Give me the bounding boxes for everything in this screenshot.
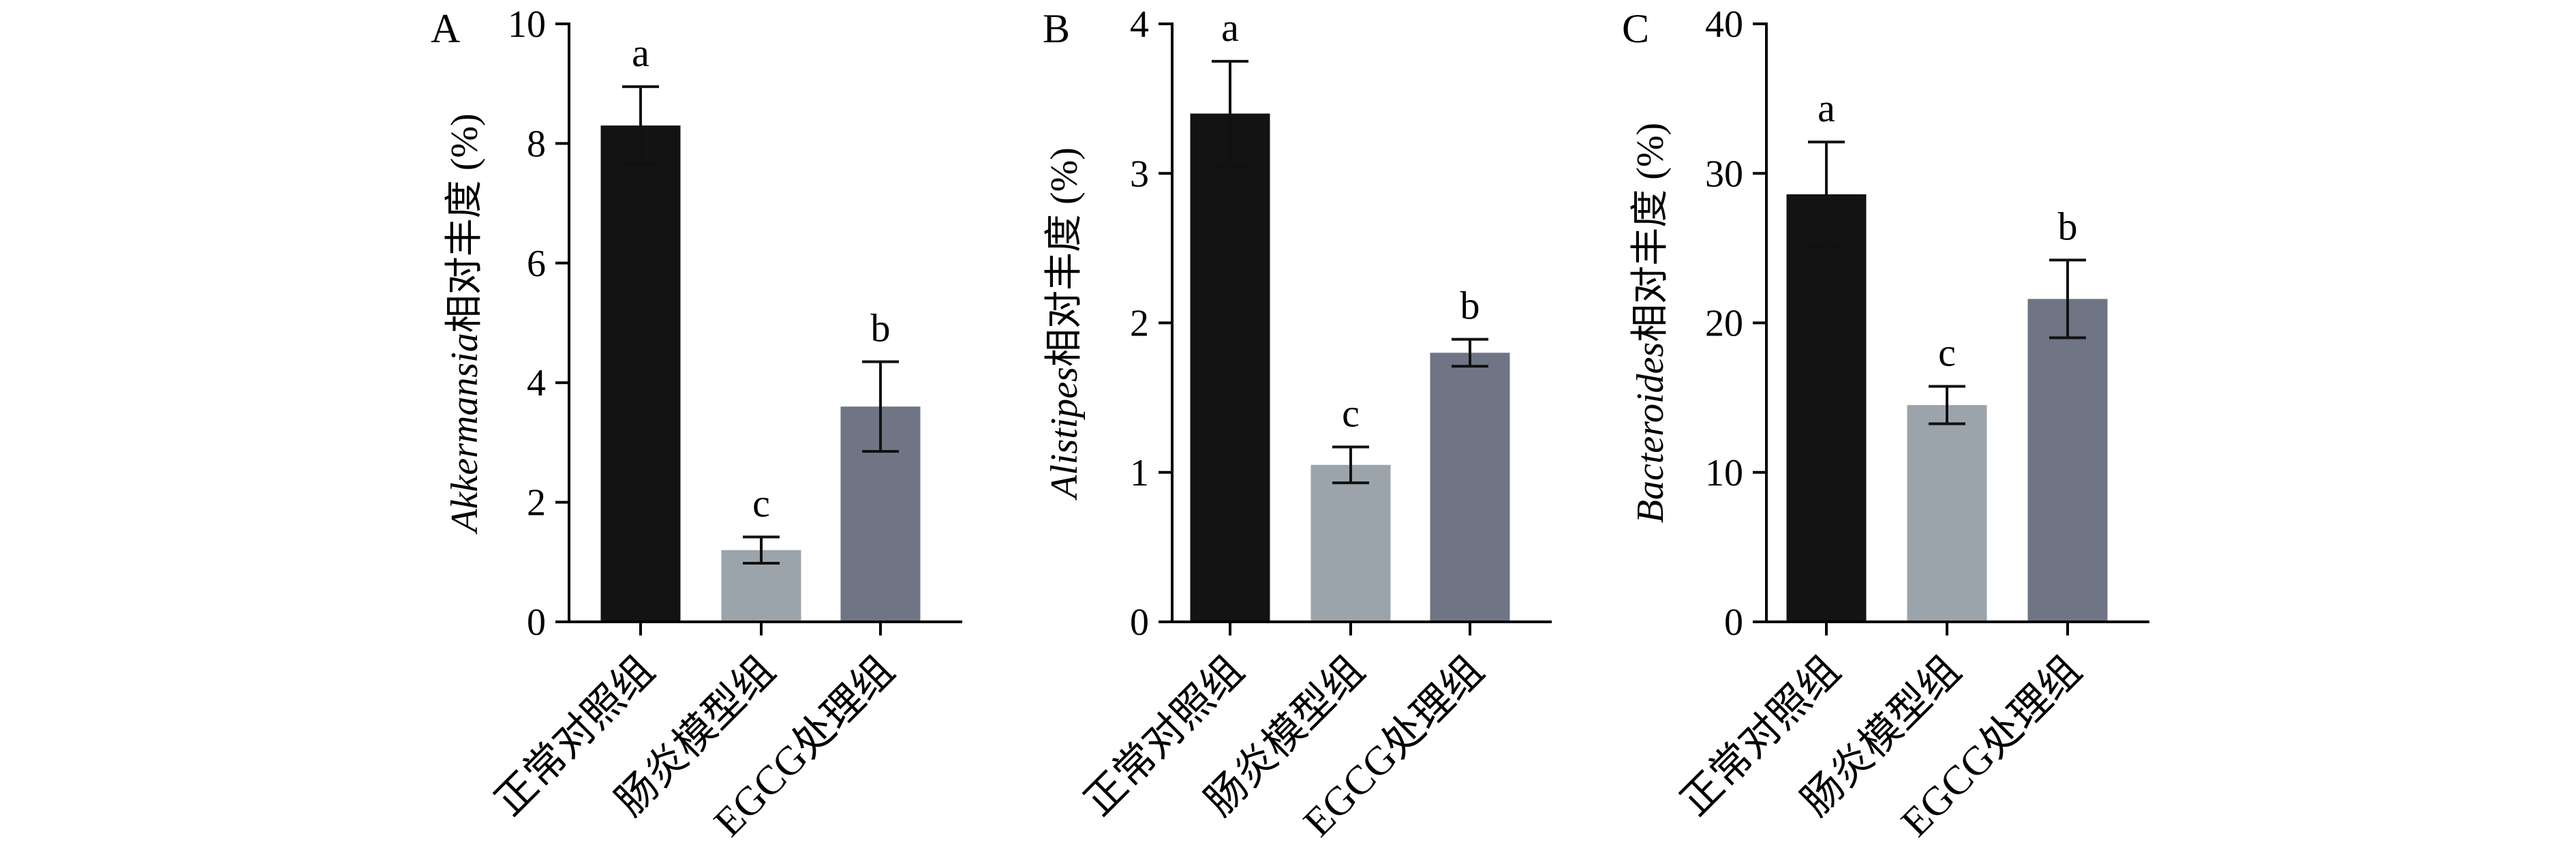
panel-b-y-tick-label: 1	[1130, 452, 1149, 494]
panel-b-y-axis-label-suffix: 相对丰度 (%)	[1043, 147, 1086, 367]
panel-a-significance-3: b	[871, 306, 891, 350]
panel-a-y-tick-label: 0	[527, 601, 546, 644]
panel-c-y-axis-label-suffix: 相对丰度 (%)	[1629, 123, 1672, 342]
panel-c-chart: 010203040acb正常对照组肠炎模型组EGCG处理组Bacteroides…	[1622, 3, 2149, 845]
panel-a-y-tick-label: 4	[527, 362, 546, 404]
panel-a-y-axis-label-suffix: 相对丰度 (%)	[444, 113, 486, 333]
panel-a-y-tick-label: 6	[527, 243, 546, 285]
panel-c-significance-3: b	[2058, 204, 2078, 248]
panel-c-y-axis-label-genus: Bacteroides	[1629, 342, 1672, 523]
panel-c-y-tick-label: 40	[1705, 3, 1743, 46]
panel-b-letter: B	[1043, 6, 1070, 51]
panel-b-y-tick-label: 3	[1130, 153, 1149, 195]
panel-b-y-axis-label: Alistipes相对丰度 (%)	[1043, 147, 1086, 501]
panel-a-y-axis-label-genus: Akkermansia	[444, 333, 486, 535]
panel-b-significance-1: a	[1221, 5, 1239, 50]
panel-c-y-tick-label: 10	[1705, 452, 1743, 494]
panel-a-letter: A	[431, 6, 460, 51]
panel-c-bar-1	[1786, 194, 1867, 622]
panel-b-y-tick-label: 0	[1130, 601, 1149, 644]
panel-c-bar-2	[1907, 405, 1987, 622]
panel-a-y-tick-label: 10	[508, 3, 546, 46]
panel-a-significance-1: a	[632, 31, 649, 75]
panel-b-significance-2: c	[1342, 391, 1360, 435]
panel-a-bar-1	[600, 125, 681, 623]
panel-b-significance-3: b	[1460, 284, 1480, 328]
panel-c-y-tick-label: 0	[1724, 601, 1743, 644]
panel-c-y-axis-label: Bacteroides相对丰度 (%)	[1629, 123, 1672, 523]
panel-a-chart: 0246810acb正常对照组肠炎模型组EGCG处理组Akkermansia相对…	[431, 3, 962, 845]
panel-b-bar-2	[1310, 464, 1391, 622]
panel-b-y-axis-label-genus: Alistipes	[1043, 367, 1086, 501]
panel-c-letter: C	[1622, 6, 1649, 51]
panel-a-y-tick-label: 2	[527, 482, 546, 524]
panel-c-bar-3	[2027, 299, 2108, 622]
panel-a-significance-2: c	[752, 481, 770, 525]
panel-c-significance-2: c	[1938, 331, 1956, 375]
panel-c-significance-1: a	[1818, 86, 1835, 130]
panel-b-y-tick-label: 4	[1130, 3, 1149, 46]
panel-a-y-tick-label: 8	[527, 123, 546, 165]
panel-b-bar-1	[1190, 113, 1270, 623]
panel-b-y-tick-label: 2	[1130, 303, 1149, 345]
panel-b-bar-3	[1430, 353, 1510, 622]
panel-c-y-tick-label: 30	[1705, 153, 1743, 195]
panel-a-y-axis-label: Akkermansia相对丰度 (%)	[444, 113, 486, 535]
panel-c-y-tick-label: 20	[1705, 303, 1743, 345]
